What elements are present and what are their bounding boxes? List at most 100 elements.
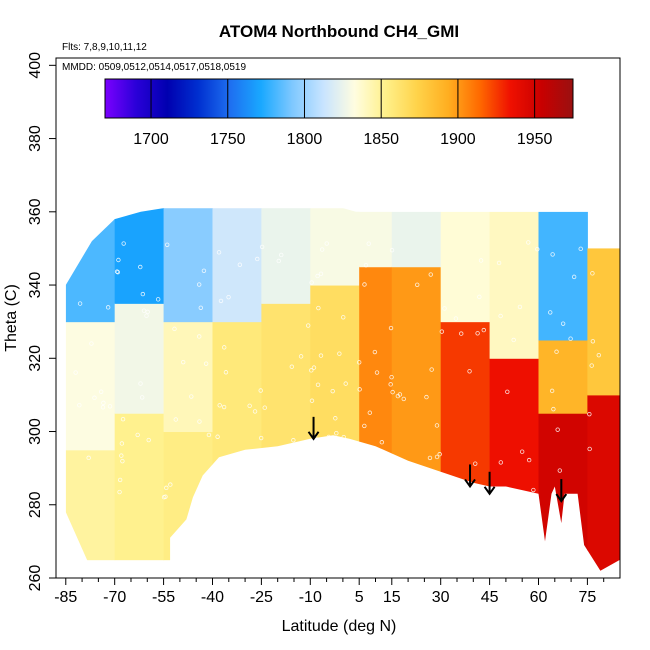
observation-point [120,458,125,464]
colorbar-tick-label: 1850 [363,131,399,148]
observation-point [223,370,229,375]
observation-point [590,339,596,344]
flight-arrows [307,416,568,503]
observation-point [343,381,348,386]
colorbar-tick-label: 1800 [287,131,323,148]
observation-point [467,369,472,374]
field-cell [114,208,165,304]
observation-point [578,246,583,252]
x-tick-label: 5 [355,589,364,606]
observation-point [557,468,563,473]
observation-point [262,405,267,410]
observation-point [217,403,222,408]
observation-point [453,316,459,321]
colorbar-fill [104,78,574,119]
observation-point [481,327,486,333]
observation-point [86,455,91,461]
observation-point [362,282,367,287]
observation-point [316,305,321,311]
observation-point [401,396,406,402]
observation-point [197,419,202,424]
observation-point [138,381,143,386]
observation-point [390,389,395,395]
plot-area [55,57,621,579]
observation-point [119,453,124,458]
observation-point [101,400,106,406]
y-tick-label: 280 [27,491,44,518]
observation-point [311,365,317,370]
field-cell [538,211,588,341]
flight-arrow [464,464,476,489]
observation-point [389,247,395,253]
observation-point [475,331,480,336]
observation-point [330,388,335,394]
x-tick-label: -70 [103,589,126,606]
observation-point [478,258,484,263]
observation-point [367,410,373,415]
observation-point [279,252,284,258]
x-tick-label: -10 [299,589,322,606]
x-tick-label: -25 [250,589,273,606]
observation-point [526,457,532,463]
field-cell [163,321,213,433]
observation-point [362,423,367,429]
observation-point [548,310,553,315]
field-cell [65,321,116,451]
observation-point [138,264,143,270]
observation-point [356,360,362,365]
observation-point [247,403,252,408]
observation-point [505,389,510,395]
observation-point [531,487,536,493]
observation-point [549,388,555,394]
observation-point [196,282,202,287]
observation-point [121,241,126,246]
observation-point [389,374,394,380]
observation-point [145,309,150,315]
observation-point [429,367,434,372]
observation-point [334,430,339,436]
observation-point [73,370,78,375]
observation-point [590,271,595,276]
observation-point [198,305,204,310]
observation-point [89,341,94,346]
y-tick-label: 340 [27,272,44,299]
observation-point [216,250,222,255]
dates-annotation: MMDD: 0509,0512,0514,0517,0518,0519 [62,62,246,73]
field-cell [114,303,165,414]
observation-point [165,242,170,247]
x-tick-label: 15 [383,589,401,606]
observation-point [291,438,296,443]
observation-point [374,370,380,375]
flights-annotation: Flts: 7,8,9,10,11,12 [62,42,147,53]
observation-point [589,363,594,368]
field-cell [310,285,360,444]
observation-point [100,405,106,410]
field-cell [310,208,360,286]
observation-point [427,455,433,461]
x-axis: -85 -70 -55 -40 -25 -10 5 15 30 45 60 75 [54,578,605,606]
x-tick-label: 60 [530,589,548,606]
observation-point [276,258,281,264]
observation-point [554,349,559,354]
observation-point [315,273,320,279]
observation-point [318,271,324,277]
observation-point [459,331,464,336]
observation-point [168,482,173,487]
field-cell [261,208,311,304]
y-tick-label: 400 [27,52,44,79]
x-tick-label: -55 [152,589,175,606]
colorbar-tick-label: 1700 [133,131,169,148]
observation-point [587,446,592,452]
observation-point [226,294,231,300]
observation-point [366,241,371,246]
observation-point [309,398,315,403]
observation-point [77,403,82,408]
observation-point [415,282,420,288]
observation-point [498,460,504,465]
observation-point [92,395,97,400]
observation-point [341,315,346,320]
observation-point [550,252,555,257]
observation-point [551,406,556,412]
observation-point [114,269,120,274]
observation-point [309,368,314,373]
